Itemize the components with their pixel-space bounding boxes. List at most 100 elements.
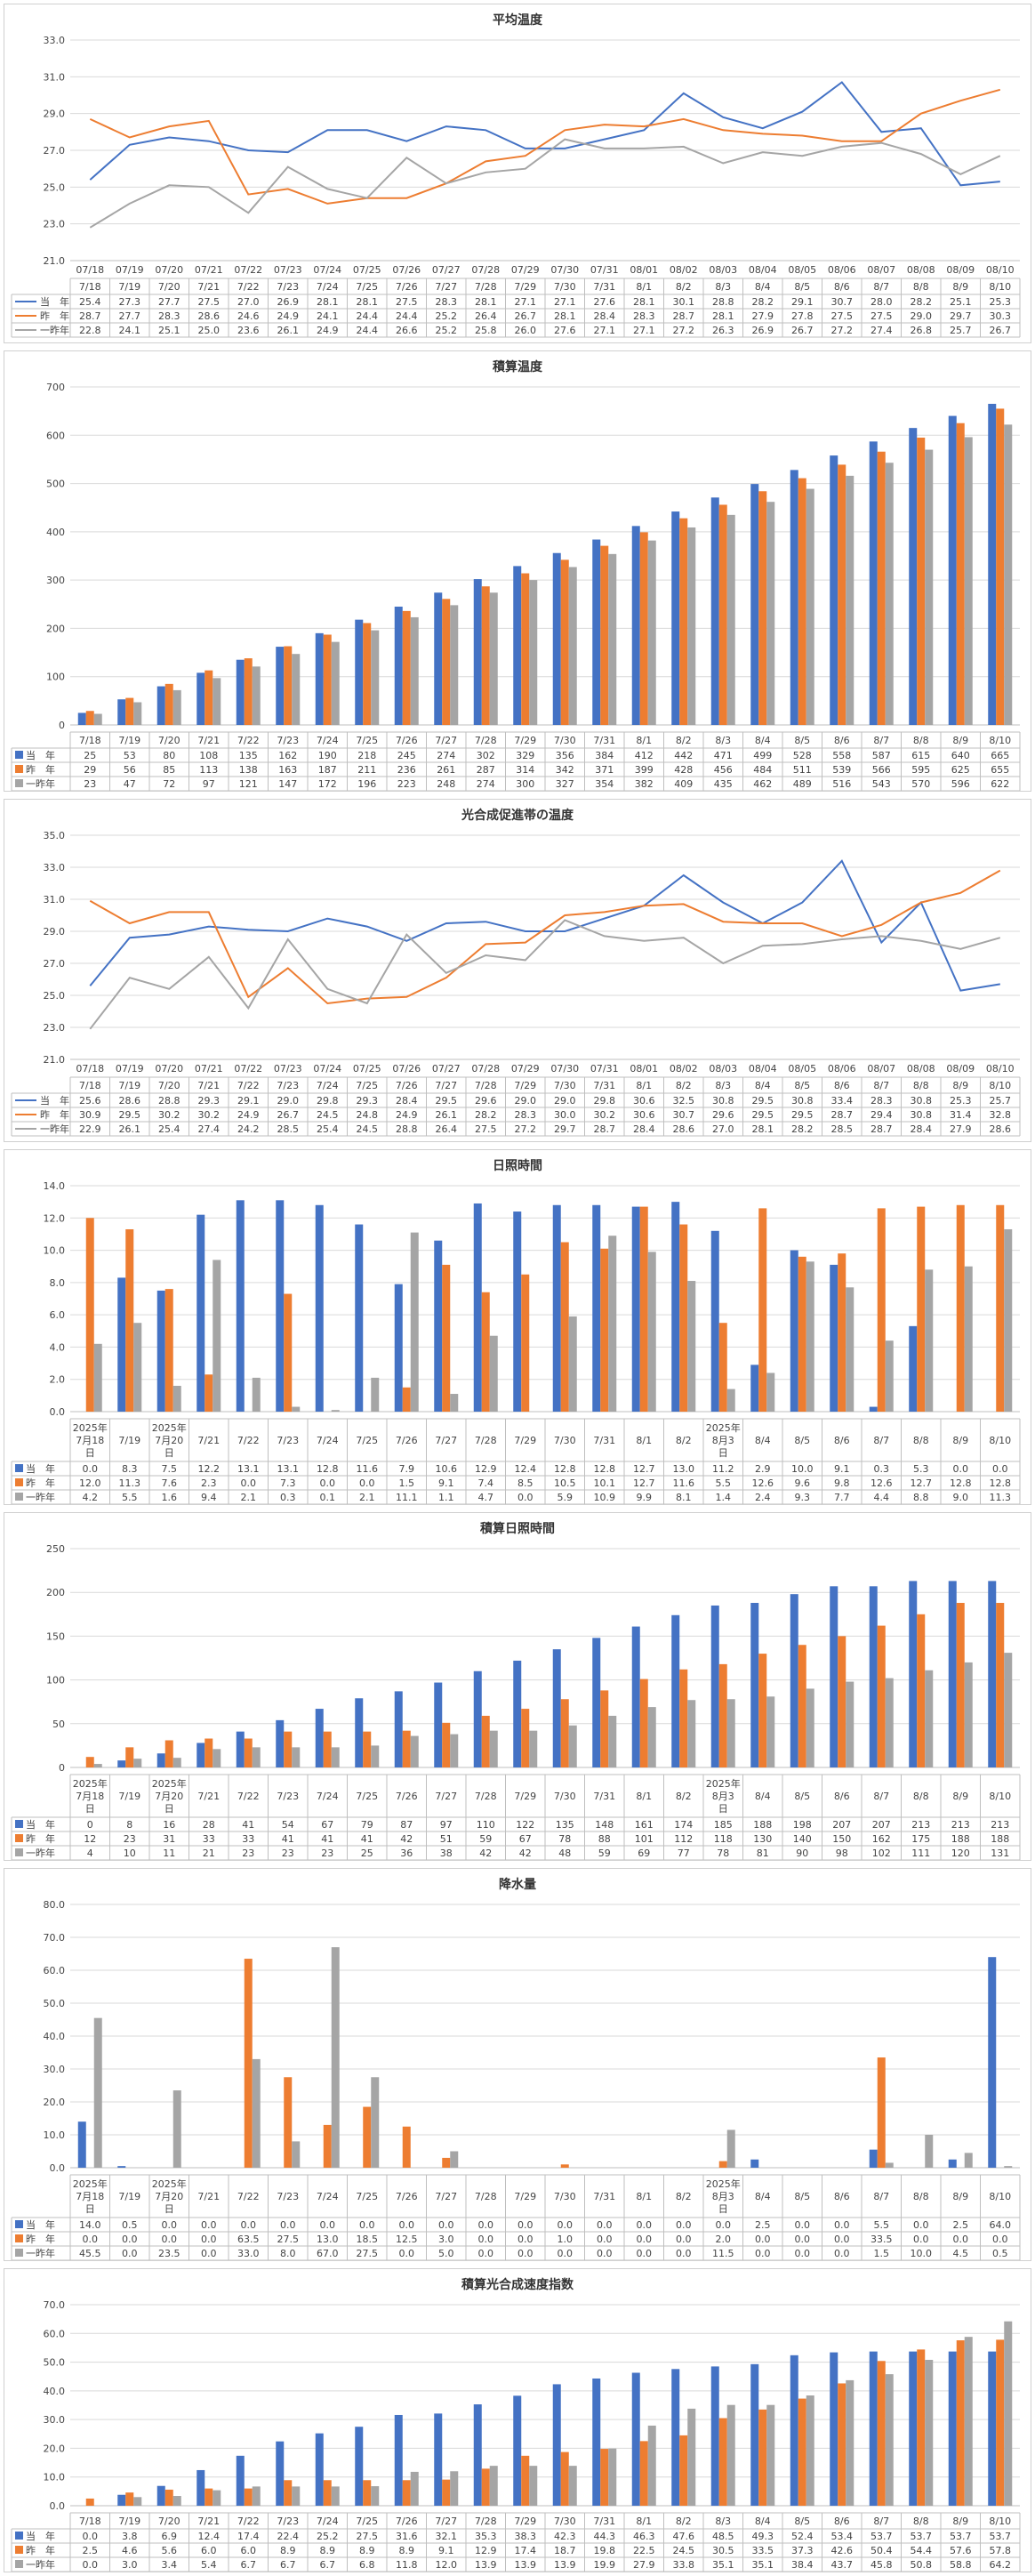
bar	[726, 2404, 735, 2506]
y-tick-label: 21.0	[44, 1054, 66, 1066]
table-header-cell: 8/1	[636, 1435, 652, 1446]
bar	[244, 2488, 253, 2506]
table-cell: 412	[635, 750, 654, 761]
table-cell: 25.4	[158, 1123, 181, 1135]
x-tick-label: 08/02	[670, 1063, 698, 1075]
table-cell: 0.0	[162, 2234, 178, 2245]
table-header-cell: 8/6	[834, 281, 850, 293]
table-cell: 27.7	[158, 296, 181, 308]
table-cell: 29.5	[119, 1109, 141, 1121]
x-tick-label: 08/08	[907, 1063, 935, 1075]
table-cell: 287	[477, 764, 495, 776]
bar	[766, 1696, 775, 1767]
table-cell: 1.4	[716, 1492, 732, 1503]
table-header-cell: 7/24	[317, 281, 339, 293]
table-cell: 28.1	[712, 310, 734, 322]
legend-label: 一昨年	[26, 1491, 55, 1503]
table-cell: 0.0	[597, 2234, 613, 2245]
table-cell: 12.6	[752, 1477, 774, 1489]
table-header-cell: 8/7	[873, 2191, 889, 2202]
y-tick-label: 300	[46, 575, 65, 586]
bar	[213, 1260, 221, 1412]
table-header-cell: 7/28	[475, 1080, 497, 1091]
table-cell: 28.6	[673, 1123, 695, 1135]
table-header-cell: 7/26	[396, 735, 418, 746]
table-cell: 25.2	[436, 325, 458, 336]
table-cell: 0.0	[795, 2219, 811, 2231]
bar	[252, 666, 261, 725]
table-cell: 0.0	[637, 2248, 653, 2259]
bar	[568, 567, 577, 725]
legend-label: 当 年	[40, 1094, 69, 1107]
table-header-cell: 日	[718, 1447, 728, 1459]
bar	[830, 455, 838, 725]
bar	[996, 2339, 1005, 2506]
bar	[410, 1232, 419, 1412]
table-cell: 67	[321, 1819, 333, 1831]
table-header-cell: 7/22	[237, 2516, 260, 2527]
table-cell: 327	[556, 778, 574, 790]
table-cell: 28.2	[911, 296, 933, 308]
table-cell: 162	[278, 750, 297, 761]
bar	[631, 1626, 640, 1767]
bar	[758, 1654, 767, 1767]
bar	[402, 610, 411, 725]
table-cell: 27.8	[791, 310, 814, 322]
table-cell: 625	[951, 764, 970, 776]
bar	[402, 1387, 411, 1412]
bar	[885, 1678, 894, 1767]
bar	[236, 659, 245, 725]
data-table	[11, 1774, 1021, 1860]
table-header-cell: 8/1	[636, 1080, 652, 1091]
table-cell: 0.0	[953, 2234, 969, 2245]
table-cell: 0.0	[83, 2559, 99, 2571]
table-cell: 13.9	[515, 2559, 537, 2571]
bar	[172, 1758, 181, 1767]
table-cell: 13.0	[317, 2234, 339, 2245]
table-header-cell: 7/29	[514, 1791, 536, 1802]
table-cell: 3.4	[162, 2559, 178, 2571]
table-cell: 28.1	[357, 296, 379, 308]
bar	[948, 1581, 957, 1767]
table-header-cell: 7/24	[317, 1080, 339, 1091]
bar	[718, 2418, 727, 2506]
table-cell: 435	[714, 778, 733, 790]
bar	[442, 2157, 451, 2168]
bar	[726, 1389, 735, 1412]
table-header-cell: 7/23	[277, 2191, 299, 2202]
table-cell: 25.3	[950, 1095, 972, 1107]
table-header-cell: 7/30	[554, 1791, 576, 1802]
x-tick-label: 08/06	[828, 264, 856, 276]
table-header-cell: 7/22	[237, 281, 260, 293]
bar	[830, 1264, 838, 1412]
table-header-cell: 8/7	[873, 1435, 889, 1446]
bar	[529, 2466, 538, 2506]
bar	[917, 2349, 926, 2506]
legend-label: 昨 年	[26, 1832, 55, 1845]
table-cell: 0.3	[874, 1463, 890, 1475]
table-cell: 24.9	[277, 310, 300, 322]
table-cell: 12.8	[950, 1477, 972, 1489]
legend-swatch	[15, 1478, 23, 1486]
table-cell: 10.6	[436, 1463, 458, 1475]
table-cell: 30.6	[633, 1095, 655, 1107]
table-cell: 511	[793, 764, 812, 776]
y-tick-label: 70.0	[44, 2299, 66, 2311]
bar	[481, 1715, 490, 1767]
bar	[276, 647, 285, 725]
table-cell: 302	[477, 750, 495, 761]
table-header-cell: 8/8	[913, 2516, 929, 2527]
bar	[639, 2441, 648, 2506]
table-header-cell: 7/27	[435, 1791, 457, 1802]
y-tick-label: 29.0	[44, 926, 66, 938]
table-cell: 1.1	[438, 1492, 454, 1503]
table-cell: 26.9	[752, 325, 774, 336]
table-header-cell: 8/1	[636, 2516, 652, 2527]
bar	[244, 1959, 253, 2168]
table-cell: 29.8	[594, 1095, 616, 1107]
table-cell: 27.5	[475, 1123, 497, 1135]
table-cell: 12.5	[396, 2234, 418, 2245]
table-cell: 566	[872, 764, 891, 776]
bar	[869, 1406, 878, 1412]
table-header-cell: 7/20	[158, 2516, 181, 2527]
